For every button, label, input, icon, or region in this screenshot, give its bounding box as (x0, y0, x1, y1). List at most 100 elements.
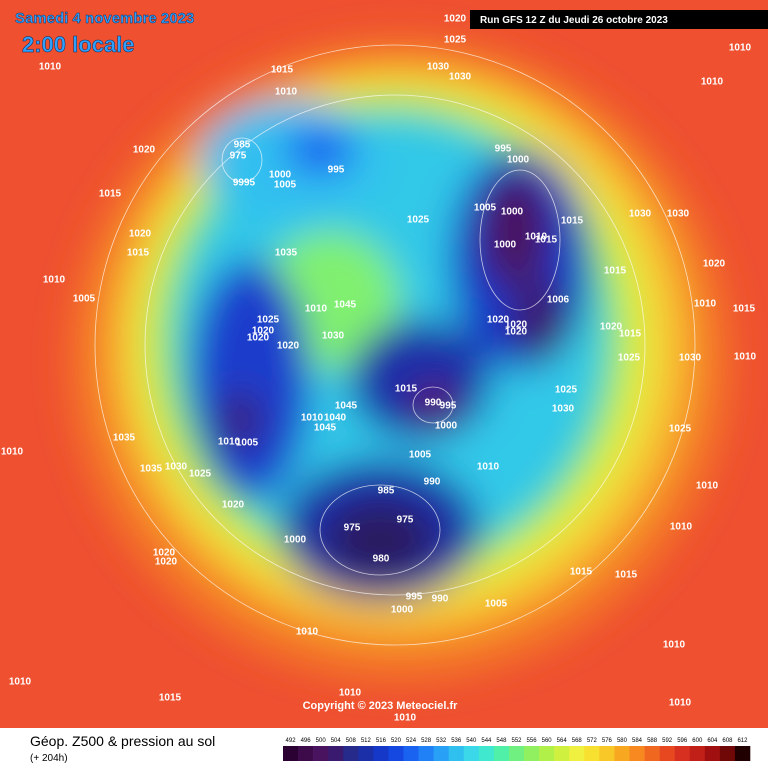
scale-swatch (478, 746, 495, 761)
scale-label: 560 (542, 738, 553, 744)
scale-label: 516 (376, 738, 387, 744)
scale-swatch (734, 746, 751, 761)
pressure-label: 1015 (570, 567, 593, 578)
scale-swatch (524, 746, 540, 761)
pressure-label: 1040 (324, 413, 347, 424)
pressure-label: 1020 (600, 322, 623, 333)
scale-swatch (508, 746, 525, 761)
pressure-label: 1000 (494, 240, 517, 251)
pressure-label: 1030 (667, 209, 690, 220)
scale-swatch (328, 746, 344, 761)
scale-swatch (599, 746, 615, 761)
pressure-label: 990 (424, 477, 441, 488)
pressure-label: 1015 (615, 570, 638, 581)
pressure-label: 1020 (222, 500, 245, 511)
scale-label: 568 (572, 738, 583, 744)
pressure-label: 1010 (296, 627, 319, 638)
scale-label: 520 (391, 738, 402, 744)
pressure-label: 1020 (153, 548, 176, 559)
pressure-label: 1005 (409, 450, 432, 461)
pressure-label: 1015 (127, 248, 150, 259)
pressure-label: 9995 (233, 178, 256, 189)
scale-swatch (403, 746, 419, 761)
pressure-label: 1030 (679, 353, 702, 364)
pressure-label: 1005 (474, 203, 497, 214)
scale-label: 500 (316, 738, 327, 744)
pressure-label: 1025 (555, 385, 578, 396)
pressure-label: 1010 (669, 698, 692, 709)
scale-label: 604 (707, 738, 718, 744)
pressure-label: 1015 (271, 65, 294, 76)
caption-lead: (+ 204h) (30, 753, 68, 764)
pressure-label: 1010 (694, 299, 717, 310)
time: 2:00 locale (22, 32, 135, 57)
pressure-label: 1010 (663, 640, 686, 651)
scale-label: 596 (677, 738, 688, 744)
pressure-label: 1010 (701, 77, 724, 88)
pressure-label: 995 (495, 144, 512, 155)
scale-label: 612 (737, 738, 748, 744)
pressure-label: 1005 (73, 294, 96, 305)
pressure-label: 1020 (487, 315, 510, 326)
scale-label: 536 (451, 738, 462, 744)
scale-label: 592 (662, 738, 673, 744)
scale-label: 576 (602, 738, 613, 744)
copyright: Copyright © 2023 Meteociel.fr (303, 700, 459, 712)
pressure-label: 1030 (552, 404, 575, 415)
field (0, 0, 768, 728)
pressure-label: 1015 (159, 693, 182, 704)
pressure-label: 1025 (189, 469, 212, 480)
pressure-label: 1035 (140, 464, 163, 475)
pressure-label: 1020 (252, 326, 275, 337)
pressure-label: 980 (373, 554, 390, 565)
pressure-label: 1010 (696, 481, 719, 492)
pressure-label: 1030 (165, 462, 188, 473)
pressure-label: 1015 (395, 384, 418, 395)
pressure-label: 1025 (618, 353, 641, 364)
pressure-label: 1006 (547, 295, 570, 306)
scale-label: 508 (346, 738, 357, 744)
scale-label: 548 (496, 738, 507, 744)
pressure-label: 1010 (1, 447, 24, 458)
pressure-label: 1010 (729, 43, 752, 54)
scale-swatch (343, 746, 359, 761)
scale-label: 588 (647, 738, 658, 744)
pressure-label: 1020 (505, 320, 528, 331)
pressure-label: 1030 (629, 209, 652, 220)
pressure-label: 1015 (99, 189, 122, 200)
pressure-label: 1045 (314, 423, 337, 434)
scale-label: 608 (722, 738, 733, 744)
scale-swatch (388, 746, 404, 761)
pressure-label: 1045 (334, 300, 357, 311)
pressure-label: 1010 (339, 688, 362, 699)
pressure-label: 1010 (43, 275, 66, 286)
pressure-label: 1000 (391, 605, 414, 616)
scale-swatch (373, 746, 389, 761)
scale-label: 564 (557, 738, 568, 744)
scale-swatch (433, 746, 450, 761)
pressure-label: 1010 (525, 232, 548, 243)
scale-swatch (539, 746, 555, 761)
scale-swatch (463, 746, 480, 761)
scale-swatch (493, 746, 510, 761)
pressure-label: 990 (425, 398, 442, 409)
pressure-label: 1000 (269, 170, 292, 181)
scale-swatch (659, 746, 675, 761)
pressure-label: 1010 (39, 62, 62, 73)
scale-label: 580 (617, 738, 628, 744)
pressure-label: 995 (406, 592, 423, 603)
pressure-label: 1020 (247, 333, 270, 344)
pressure-label: 1010 (734, 352, 757, 363)
pressure-label: 985 (378, 486, 395, 497)
pressure-label: 1000 (501, 207, 524, 218)
pressure-label: 1015 (604, 266, 627, 277)
pressure-label: 1020 (155, 557, 178, 568)
pressure-label: 1010 (670, 522, 693, 533)
scale-label: 556 (527, 738, 538, 744)
pressure-label: 1020 (277, 341, 300, 352)
scale-swatch (584, 746, 600, 761)
scale-swatch (629, 746, 645, 761)
pressure-label: 1010 (9, 677, 32, 688)
